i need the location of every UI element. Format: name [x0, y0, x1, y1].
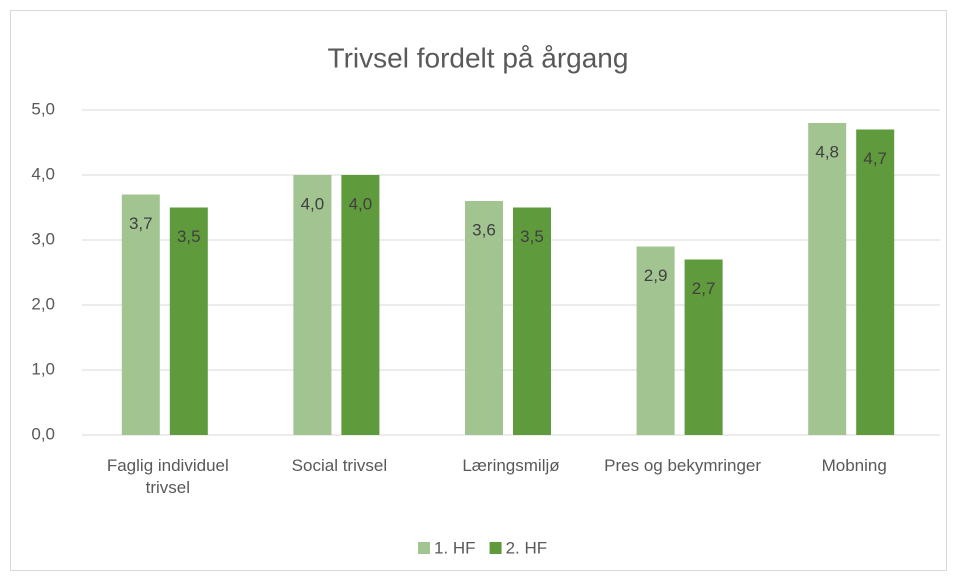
- bar: [121, 194, 160, 435]
- bar: [856, 129, 895, 435]
- value-label: 2,9: [644, 266, 668, 285]
- legend-label: 2. HF: [506, 538, 548, 557]
- value-label: 4,0: [349, 194, 373, 213]
- x-tick-label: Social trivsel: [291, 456, 388, 475]
- value-label: 3,5: [520, 227, 544, 246]
- bar: [684, 259, 723, 435]
- value-label: 3,5: [177, 227, 201, 246]
- y-tick-label: 5,0: [31, 99, 55, 118]
- chart-title: Trivsel fordelt på årgang: [328, 42, 629, 73]
- x-tick-label: Pres og bekymringer: [604, 456, 762, 475]
- y-tick-label: 2,0: [31, 294, 55, 313]
- bar: [465, 201, 503, 435]
- y-tick-label: 0,0: [31, 424, 55, 443]
- legend-label: 1. HF: [434, 538, 476, 557]
- x-tick-label: Læringsmiljø: [462, 456, 560, 475]
- bar: [513, 207, 551, 435]
- x-tick-label: Mobning: [821, 456, 887, 475]
- value-label: 4,7: [863, 149, 887, 168]
- value-label: 4,0: [301, 194, 325, 213]
- y-tick-label: 1,0: [31, 359, 55, 378]
- x-tick-label: Faglig individuel trivsel: [106, 456, 229, 497]
- value-label: 4,8: [815, 142, 839, 161]
- y-tick-label: 4,0: [31, 164, 55, 183]
- value-label: 2,7: [692, 279, 716, 298]
- bar: [808, 123, 847, 435]
- legend-swatch: [418, 542, 430, 554]
- bar: [169, 207, 208, 435]
- value-label: 3,6: [472, 220, 496, 239]
- bar: [341, 175, 380, 435]
- value-label: 3,7: [129, 214, 153, 233]
- bar: [636, 246, 675, 435]
- bar: [293, 175, 332, 435]
- legend-swatch: [489, 542, 502, 554]
- y-tick-label: 3,0: [31, 229, 55, 248]
